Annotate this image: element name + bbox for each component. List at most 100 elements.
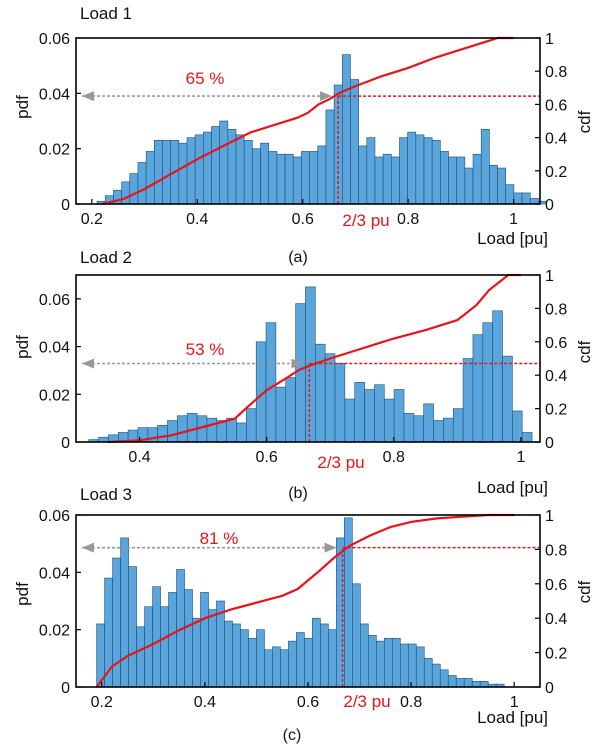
histogram-bar (423, 137, 433, 205)
percent-label: 81 % (200, 529, 239, 548)
histogram-bar (177, 415, 188, 443)
cdf-line (107, 273, 521, 444)
x-tick-label: 0.4 (128, 449, 150, 466)
histogram-bar (431, 140, 441, 205)
histogram-bar (260, 142, 270, 205)
histogram-bar (256, 629, 265, 688)
histogram-bar (452, 408, 464, 443)
x-tick-label: 0.2 (81, 211, 103, 228)
histogram-bar (315, 343, 326, 443)
histogram-bar (529, 198, 539, 205)
histogram-bar (224, 620, 233, 688)
y-axis-label-cdf: cdf (575, 110, 594, 133)
panel-title: Load 1 (80, 4, 132, 23)
y-axis-label-pdf: pdf (13, 95, 32, 119)
histogram-bar (160, 606, 169, 688)
histogram-bar (344, 517, 353, 688)
y-tick-label: 0.04 (39, 340, 70, 357)
histogram-bar (383, 398, 395, 443)
histogram-bar (382, 153, 392, 205)
histogram-bar (152, 586, 161, 688)
panel-c: Load 3 pdf cdf Load [pu] (c) 81 % 2/3 pu… (13, 485, 594, 744)
y2-tick-label: 0.4 (545, 611, 567, 628)
histogram-bar (129, 173, 139, 205)
histogram-bar (374, 156, 384, 205)
histogram-bar (243, 140, 253, 205)
histogram-bar (121, 181, 131, 205)
histogram-bar (482, 322, 493, 443)
histogram-bar (235, 134, 245, 205)
y2-tick-label: 1 (545, 508, 554, 525)
histogram-bar (364, 389, 375, 443)
y-axis-label-pdf: pdf (13, 335, 32, 359)
histogram-bar (184, 589, 193, 688)
histogram-bar (312, 617, 321, 688)
histogram-bar (423, 658, 433, 688)
x-axis-label: Load [pu] (477, 478, 548, 497)
histogram-bar (399, 137, 408, 205)
histogram-bar (246, 408, 257, 443)
y-tick-label: 0.06 (39, 508, 70, 525)
y-tick-label: 0.02 (39, 142, 70, 159)
histogram-bar (471, 680, 481, 688)
histogram-bar (112, 557, 121, 688)
y2-tick-label: 0.2 (545, 646, 567, 663)
histogram-bar (325, 109, 335, 205)
histogram-bar (211, 126, 220, 205)
histogram-bar (431, 663, 441, 688)
histogram-bar (203, 131, 212, 205)
histogram-bar (391, 637, 401, 688)
y-tick-label: 0.04 (39, 86, 70, 103)
histogram-bar (502, 355, 513, 443)
y2-tick-label: 0.8 (545, 301, 567, 318)
histogram-bar (136, 626, 145, 688)
x-tick-label: 0.8 (383, 449, 405, 466)
histogram-bar (236, 422, 247, 443)
y2-tick-label: 1 (545, 268, 554, 285)
y2-tick-label: 0 (545, 197, 554, 214)
histogram-bar (384, 637, 393, 688)
histogram-bar (240, 629, 249, 688)
y2-tick-label: 0 (545, 680, 554, 697)
y-tick-label: 0 (61, 435, 70, 452)
histogram-bar (275, 386, 287, 443)
histogram-bar (284, 153, 294, 205)
y2-tick-label: 0.6 (545, 97, 567, 114)
x-tick-label: 0.8 (400, 694, 422, 711)
histogram-bar (280, 649, 289, 688)
x-tick-label: 0.4 (194, 694, 216, 711)
histogram-bar (208, 609, 217, 688)
panel-caption: (a) (288, 249, 308, 266)
histogram-bar (350, 79, 359, 205)
histogram-bar (309, 151, 319, 205)
y-axis-label-cdf: cdf (575, 340, 594, 363)
histogram-bar (360, 623, 369, 688)
histogram-bar (513, 192, 523, 205)
histogram-bar (272, 646, 281, 688)
x-tick-label: 0.6 (292, 211, 314, 228)
histogram-bar (472, 153, 482, 205)
histogram-bar (415, 646, 425, 688)
histogram-bar (265, 322, 277, 443)
histogram-bar (292, 156, 302, 205)
histogram-bar (219, 120, 229, 205)
histogram-bar (433, 420, 444, 443)
histogram-bar (304, 637, 313, 688)
histogram-bar (447, 675, 457, 688)
panel-title: Load 2 (80, 248, 132, 267)
histogram-bar (521, 432, 533, 443)
histogram-bar (538, 200, 547, 205)
histogram-bar (157, 424, 168, 443)
x-tick-label: 0.4 (186, 211, 208, 228)
histogram-bar (407, 643, 417, 688)
x-tick-label: 0.6 (256, 449, 278, 466)
y-tick-label: 0.02 (39, 387, 70, 404)
histogram-bar (521, 192, 531, 205)
histogram-bar (358, 145, 368, 205)
histogram-bar (479, 680, 489, 688)
marker-label: 2/3 pu (343, 692, 390, 711)
histogram-bar (295, 303, 306, 443)
histogram-bar (489, 164, 498, 205)
histogram-bar (276, 153, 286, 205)
histogram-bar (120, 537, 129, 688)
